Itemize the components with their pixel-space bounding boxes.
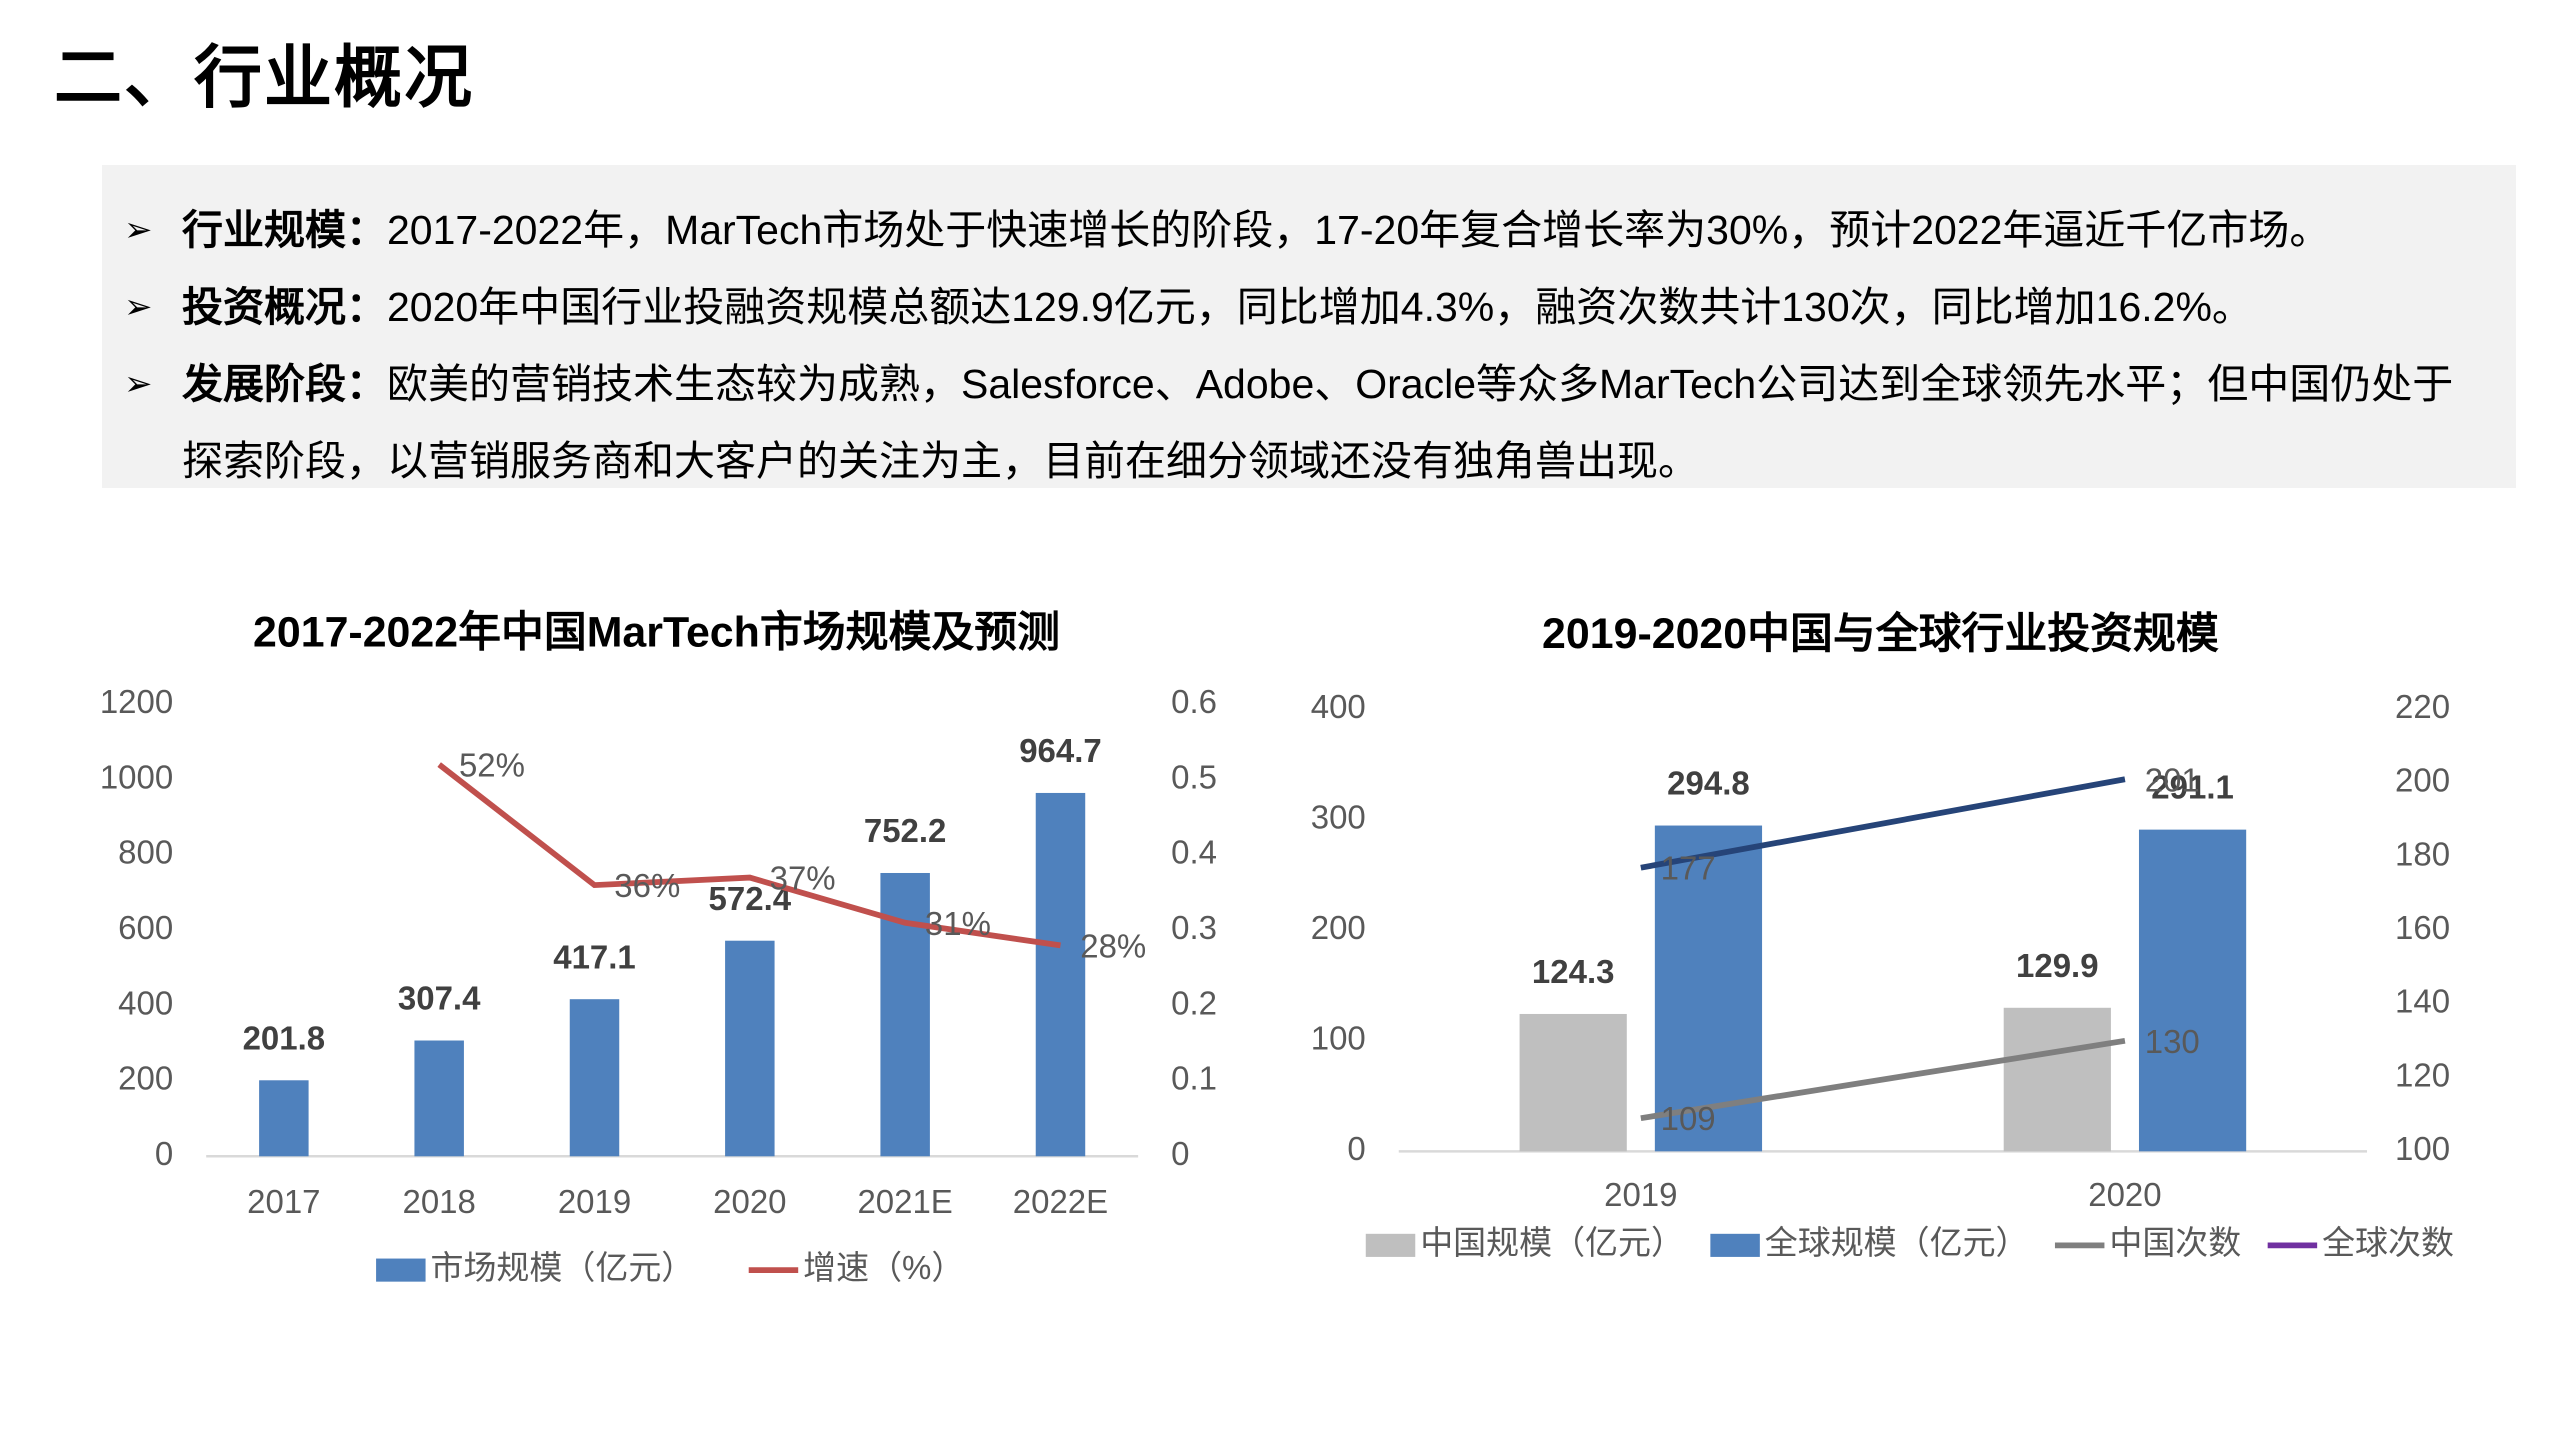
bullet-label: 投资概况： [182, 284, 387, 330]
legend-label: 中国规模（亿元） [1420, 1224, 1684, 1261]
y2-tick-label: 0.6 [1171, 683, 1217, 720]
x-tick-label: 2021E [857, 1183, 952, 1220]
line-value-label: 177 [1661, 850, 1716, 887]
bar [1519, 1013, 1627, 1152]
y-tick-label: 400 [1311, 688, 1366, 725]
y-tick-label: 300 [1311, 799, 1366, 836]
bar-value-label: 307.4 [398, 980, 481, 1017]
line-value-label: 31% [925, 905, 991, 942]
bullet: ➢ 投资概况：2020年中国行业投融资规模总额达129.9亿元，同比增加4.3%，… [124, 269, 2486, 346]
legend-label: 全球次数 [2322, 1224, 2454, 1261]
bar-value-label: 201.8 [243, 1019, 326, 1056]
y-tick-label: 200 [118, 1060, 173, 1097]
line-value-label: 52% [459, 747, 525, 784]
bar [1035, 792, 1086, 1157]
x-tick-label: 2018 [403, 1183, 476, 1220]
bar-value-label: 417.1 [553, 938, 636, 975]
legend-label: 全球规模（亿元） [1765, 1224, 2029, 1261]
line-series [1640, 1037, 2126, 1122]
y2-tick-label: 0.3 [1171, 909, 1217, 946]
x-tick-label: 2020 [2088, 1176, 2161, 1213]
x-tick-label: 2019 [1604, 1176, 1677, 1213]
bar [1654, 825, 1763, 1152]
line-value-label: 37% [770, 860, 836, 897]
bar [725, 940, 775, 1157]
y2-tick-label: 0.2 [1171, 984, 1217, 1021]
legend-label: 增速（%） [803, 1249, 964, 1286]
bar-value-label: 291.1 [2151, 769, 2234, 806]
y-tick-label: 100 [1311, 1020, 1366, 1057]
x-tick-label: 2022E [1013, 1183, 1108, 1220]
bar [569, 999, 620, 1157]
legend-label: 市场规模（亿元） [431, 1249, 695, 1286]
y-tick-label: 200 [1311, 909, 1366, 946]
y2-tick-label: 100 [2395, 1130, 2450, 1167]
bullet-body: 2017-2022年，MarTech市场处于快速增长的阶段，17-20年复合增长… [387, 207, 2331, 253]
bullet-mark: ➢ [124, 211, 153, 249]
y-tick-label: 0 [1347, 1130, 1365, 1167]
y-tick-label: 0 [155, 1135, 173, 1172]
y-tick-label: 400 [118, 984, 173, 1021]
line-value-label: 109 [1661, 1100, 1716, 1137]
y-tick-label: 600 [118, 909, 173, 946]
bar [2138, 829, 2247, 1152]
line-value-label: 28% [1080, 927, 1146, 964]
bullet-text: 投资概况：2020年中国行业投融资规模总额达129.9亿元，同比增加4.3%，融… [182, 269, 2486, 346]
legend-label: 中国次数 [2109, 1224, 2241, 1261]
bullet: ➢ 发展阶段：欧美的营销技术生态较为成熟，Salesforce、Adobe、Ora… [124, 346, 2486, 500]
bar [2003, 1007, 2111, 1152]
legend-swatch [1365, 1233, 1416, 1257]
y2-tick-label: 0.1 [1171, 1060, 1217, 1097]
bar-value-label: 752.2 [864, 812, 947, 849]
y2-tick-label: 140 [2395, 983, 2450, 1020]
line-series [437, 762, 1061, 949]
y2-tick-label: 0 [1171, 1135, 1189, 1172]
bar-value-label: 294.8 [1667, 765, 1750, 802]
bullet-mark: ➢ [124, 365, 153, 403]
bar-value-label: 129.9 [2016, 947, 2099, 984]
summary-box: ➢ 行业规模：2017-2022年，MarTech市场处于快速增长的阶段，17-2… [102, 165, 2516, 488]
bullet-body: 2020年中国行业投融资规模总额达129.9亿元，同比增加4.3%，融资次数共计… [387, 284, 2253, 330]
y2-tick-label: 180 [2395, 835, 2450, 872]
y2-tick-label: 0.4 [1171, 834, 1217, 871]
y2-tick-label: 160 [2395, 909, 2450, 946]
y2-tick-label: 120 [2395, 1056, 2450, 1093]
x-tick-label: 2020 [713, 1183, 786, 1220]
x-tick-label: 2017 [247, 1183, 320, 1220]
bullet-label: 发展阶段： [182, 361, 387, 407]
bar-value-label: 964.7 [1019, 732, 1102, 769]
y2-tick-label: 220 [2395, 688, 2450, 725]
bar [414, 1040, 464, 1157]
bullet-body: 欧美的营销技术生态较为成熟，Salesforce、Adobe、Oracle等众多… [182, 361, 2454, 484]
y-tick-label: 1000 [100, 758, 173, 795]
bullet-text: 发展阶段：欧美的营销技术生态较为成熟，Salesforce、Adobe、Orac… [182, 346, 2486, 500]
bar-value-label: 124.3 [1532, 953, 1615, 990]
y-tick-label: 1200 [100, 683, 173, 720]
y-tick-label: 800 [118, 834, 173, 871]
bullet: ➢ 行业规模：2017-2022年，MarTech市场处于快速增长的阶段，17-2… [124, 192, 2486, 269]
page-title: 二、行业概况 [54, 40, 475, 116]
chart-title: 2017-2022年中国MarTech市场规模及预测 [253, 608, 1060, 656]
legend-swatch [1710, 1233, 1760, 1257]
line-value-label: 36% [614, 867, 680, 904]
chart-title: 2019-2020中国与全球行业投资规模 [1542, 609, 2219, 658]
legend-swatch [376, 1258, 426, 1282]
bar [259, 1080, 309, 1157]
line-value-label: 130 [2145, 1023, 2200, 1060]
y2-tick-label: 200 [2395, 762, 2450, 799]
bullet-mark: ➢ [124, 288, 153, 326]
bullet-label: 行业规模： [182, 207, 387, 253]
bullet-text: 行业规模：2017-2022年，MarTech市场处于快速增长的阶段，17-20… [182, 192, 2486, 269]
x-tick-label: 2019 [558, 1183, 631, 1220]
line-series [1640, 776, 2126, 871]
y2-tick-label: 0.5 [1171, 758, 1217, 795]
line-value-label: 201 [2145, 761, 2200, 798]
